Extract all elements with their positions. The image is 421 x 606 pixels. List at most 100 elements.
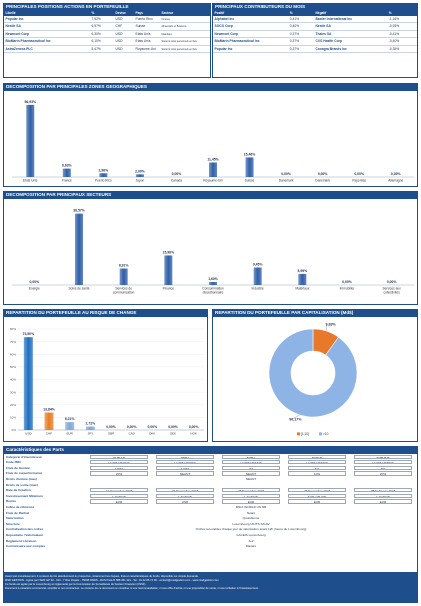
row-value-merged: Mazars	[245, 544, 257, 549]
category-label: Danemark	[279, 178, 294, 182]
data-label: 38,57%	[73, 208, 85, 212]
bar	[119, 268, 128, 285]
row-value-merged: MSCI WORLD US NR	[235, 504, 267, 509]
fx-chart: 80% 70% 60% 50% 40% 30% 20% 10% 0% 73,50% USD 13,84…	[10, 327, 204, 435]
cell-name: Nestle SA	[5, 24, 21, 29]
top-positions-table: PRINCIPALES POSITIONS ACTIONS EN PORTEFE…	[3, 3, 211, 78]
table-row: BioMarin Pharmaceutical Inc 0,37% CVS Heal…	[213, 38, 417, 46]
cell-pct: 5,47%	[91, 46, 101, 51]
table-row: SOCO Corp 0,40% Nestle SA -0,93%	[213, 23, 417, 31]
cell-pct: 6,10%	[91, 39, 101, 44]
row-value: 08 February 2023	[354, 488, 412, 493]
row-label: Code ISIN	[6, 460, 21, 465]
cell-country: Etats Unis	[135, 39, 151, 44]
bar	[253, 267, 262, 285]
data-label: 1,60%	[208, 277, 218, 281]
row-value: USD-I	[156, 454, 214, 459]
cell-pct: 6,97%	[91, 24, 101, 29]
bar	[209, 161, 217, 177]
row-value: LU2561362950	[156, 460, 214, 465]
cell-pos_pct: 0,37%	[289, 31, 300, 36]
legend-swatch	[319, 431, 322, 435]
characteristics-row: Date de Création 12 December 2023 27 Decem…	[4, 488, 419, 493]
row-value-merged: J+2	[248, 538, 254, 543]
data-label: 13,84%	[43, 407, 55, 411]
footer-line: MSD GESTION - Agréé par l'AMF GP 92 - 01…	[5, 578, 219, 582]
cell-sector: Santé & soins personnels en Dév.	[161, 47, 198, 51]
col-pos-pct: %	[289, 10, 293, 15]
row-value: EUR 125 000	[288, 493, 346, 499]
row-label: Centralisation des ordres	[6, 527, 44, 532]
bar	[99, 172, 108, 177]
row-value-merged: Luxembourg UCITS SICAV	[232, 521, 270, 526]
row-value: 1%	[288, 465, 346, 471]
data-label: 11,45%	[207, 157, 218, 161]
row-value: USD	[156, 499, 214, 504]
row-value: LU2561363339	[222, 460, 280, 465]
category-label: Royaume-Uni	[203, 178, 223, 182]
col-negatif: Négatif	[315, 10, 327, 15]
characteristics-row: Frais de surperformance 20% NEANT NEANT 10% 2…	[4, 471, 419, 476]
row-value: LU2561363099	[288, 460, 346, 465]
data-label: 0,00%	[30, 280, 40, 284]
cell-neg_pct: -0,93%	[388, 24, 400, 29]
cell-currency: CHF	[115, 24, 123, 29]
category-label: Finance	[163, 286, 175, 290]
row-value: EUR-R P	[354, 454, 412, 459]
row-value: 1,50%	[90, 465, 148, 471]
row-value: EUR	[90, 499, 148, 504]
characteristics-row: Devise EUR USD EUR EUR EUR	[4, 499, 419, 504]
top-positions-title: PRINCIPALES POSITIONS ACTIONS EN PORTEFE…	[4, 4, 210, 11]
row-value-merged: Néant	[246, 510, 256, 515]
characteristics-row: Droits d'entrée (max) NEANT	[4, 477, 419, 482]
data-label: 0,00%	[127, 425, 137, 429]
cell-name: BioMarin Pharmaceutical Inc	[5, 39, 51, 44]
category-label: Puerto Rico	[95, 178, 112, 182]
category-label: Consommation discrétionnaire	[202, 286, 224, 294]
slice-label: 90,17%	[289, 417, 302, 421]
footer-line: Document à caractère commercial, simplif…	[5, 587, 259, 591]
bar	[85, 426, 95, 430]
row-value: NEANT	[222, 471, 280, 476]
cell-neg_pct: -1,16%	[388, 16, 400, 21]
legend-swatch	[297, 431, 300, 435]
category-label: Danemark	[315, 178, 330, 182]
data-label: 9,45%	[253, 262, 263, 266]
cell-pos: Popular Inc	[214, 46, 233, 51]
characteristics-row: Dépositaire / Valorisateur CACEIS Luxembo…	[4, 533, 419, 538]
cell-currency: USD	[115, 39, 123, 44]
row-value: 12 December 2023	[90, 488, 148, 493]
top-contributors-title: PRINCIPAUX CONTRIBUTEURS DU MOIS	[213, 4, 417, 11]
row-label: Commissaire aux comptes	[6, 544, 46, 549]
category-label: Industrie	[252, 286, 264, 290]
row-value: 3%	[354, 465, 412, 471]
cap-chart-panel: REPARTITION DU PORTEFEUILLE PAR CAPITALI…	[212, 309, 418, 442]
row-value: 20%	[354, 471, 412, 476]
table-row: AstraZeneca PLC 5,47% USD Royaume-Uni Santé …	[4, 46, 210, 54]
data-label: 0,00%	[168, 425, 178, 429]
row-label: Règlement Livraison	[6, 538, 37, 543]
y-tick-label: 60%	[10, 352, 16, 356]
row-value-merged: Ordres recevables chaque jour de valoris…	[195, 527, 307, 532]
bar	[164, 254, 173, 285]
characteristics-row: Règlement Livraison J+2	[4, 539, 419, 544]
row-value: EUR	[288, 499, 346, 504]
characteristics-row: Droits de sortie (max)	[4, 483, 419, 488]
y-tick-label: 10%	[10, 415, 16, 419]
category-label: Immobilier	[340, 286, 356, 290]
data-label: 73,50%	[23, 332, 35, 336]
cell-country: Puerto Rico	[135, 16, 153, 21]
cell-country: Etats Unis	[135, 31, 151, 36]
cell-neg: Conagra Brands Inc	[315, 46, 347, 51]
cell-neg: Baxter International Inc	[315, 16, 353, 21]
row-value-merged: Quotidienne	[242, 516, 260, 521]
cell-name: Newmont Corp	[5, 31, 29, 36]
characteristics-row: Indice de référence MSCI WORLD US NR	[4, 505, 419, 510]
category-label: DKK	[149, 431, 155, 435]
characteristics-panel: Caractéristiques des Parts Catégorie d'i…	[3, 446, 418, 573]
cell-currency: USD	[115, 16, 123, 21]
cell-neg_pct: -0,41%	[388, 31, 400, 36]
row-value: 2,00%	[156, 465, 214, 471]
row-value: 27 December 2023	[156, 488, 214, 493]
y-tick-label: 20%	[10, 402, 16, 406]
